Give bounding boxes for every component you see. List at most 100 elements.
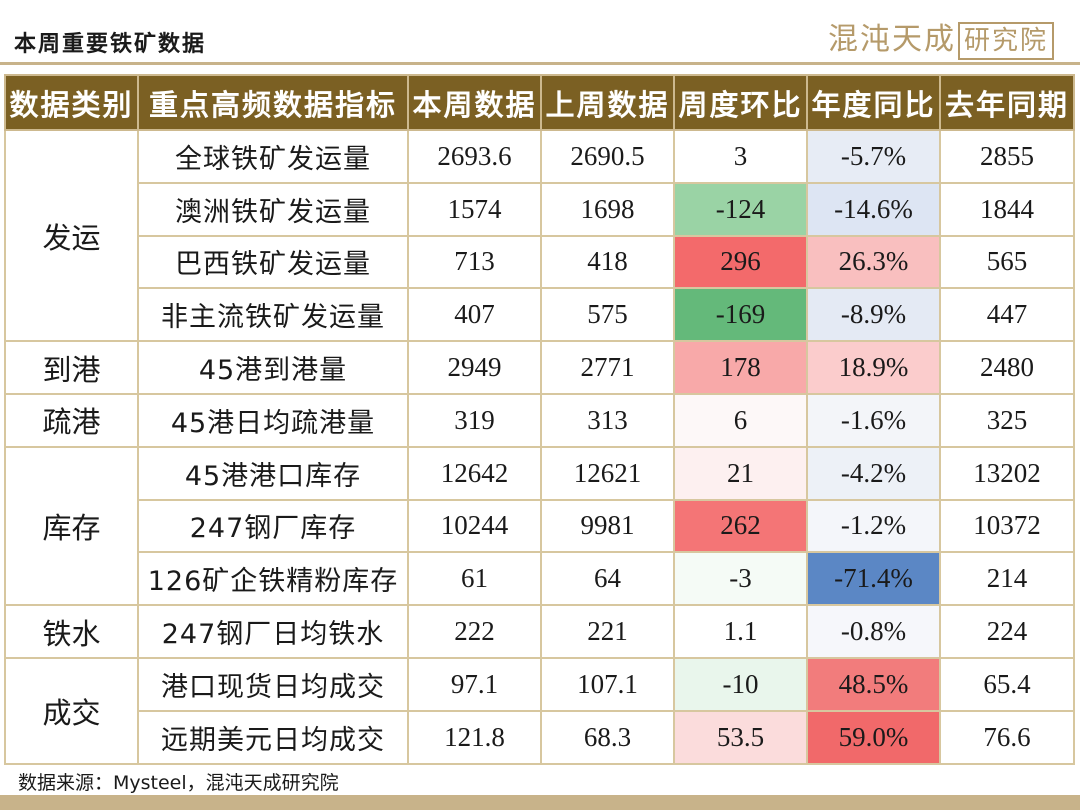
last-week-cell: 68.3 <box>540 709 675 765</box>
this-week-cell: 319 <box>407 392 542 448</box>
table-row: 到港 45港到港量 2949 2771 178 18.9% 2480 <box>4 340 1075 395</box>
page-title: 本周重要铁矿数据 <box>14 32 207 57</box>
indicator-cell: 非主流铁矿发运量 <box>137 287 409 343</box>
last-year-cell: 565 <box>939 234 1075 290</box>
this-week-cell: 12642 <box>407 445 542 501</box>
last-year-cell: 447 <box>939 287 1075 343</box>
column-header: 去年同期 <box>939 74 1075 131</box>
table-row: 非主流铁矿发运量 407 575 -169 -8.9% 447 <box>5 287 1075 343</box>
header-divider <box>0 62 1080 65</box>
indicator-cell: 远期美元日均成交 <box>137 709 409 765</box>
category-cell: 到港 <box>4 340 139 395</box>
this-week-cell: 61 <box>407 551 542 607</box>
last-year-cell: 76.6 <box>939 709 1075 765</box>
table-row: 成交 港口现货日均成交 97.1 107.1 -10 48.5% 65.4 <box>4 656 1075 765</box>
table-row: 远期美元日均成交 121.8 68.3 53.5 59.0% 76.6 <box>5 709 1075 765</box>
table-body: 发运 全球铁矿发运量 2693.6 2690.5 3 -5.7% 2855 澳洲铁矿发运量 15… <box>4 128 1075 765</box>
last-year-cell: 10372 <box>939 498 1075 554</box>
category-cell: 成交 <box>4 656 139 765</box>
wow-cell: 6 <box>673 392 808 448</box>
yoy-cell: 48.5% <box>806 656 941 712</box>
last-year-cell: 325 <box>939 392 1075 448</box>
yoy-cell: -0.8% <box>806 604 941 659</box>
last-year-cell: 65.4 <box>939 656 1075 712</box>
wow-cell: 21 <box>673 445 808 501</box>
yoy-cell: -8.9% <box>806 287 941 343</box>
wow-cell: 262 <box>673 498 808 554</box>
iron-ore-data-table: 数据类别 重点高频数据指标 本周数据 上周数据 周度环比 年度同比 去年同期 发运 全球铁矿发… <box>4 74 1075 765</box>
footer-bar <box>0 795 1080 810</box>
this-week-cell: 2949 <box>407 340 542 395</box>
indicator-cell: 247钢厂库存 <box>137 498 409 554</box>
table-row: 发运 全球铁矿发运量 2693.6 2690.5 3 -5.7% 2855 <box>4 128 1075 343</box>
indicator-cell: 澳洲铁矿发运量 <box>137 181 409 237</box>
last-week-cell: 2690.5 <box>540 129 675 184</box>
table-row: 澳洲铁矿发运量 1574 1698 -124 -14.6% 1844 <box>5 181 1075 237</box>
category-cell: 疏港 <box>4 392 139 448</box>
this-week-cell: 1574 <box>407 181 542 237</box>
logo-box-text: 研究院 <box>957 22 1054 60</box>
yoy-cell: -5.7% <box>806 129 941 184</box>
last-year-cell: 224 <box>939 604 1075 659</box>
category-cell: 铁水 <box>4 604 139 659</box>
column-header: 重点高频数据指标 <box>137 74 409 131</box>
wow-cell: 53.5 <box>673 709 808 765</box>
column-header: 数据类别 <box>4 74 139 131</box>
last-year-cell: 2855 <box>939 129 1075 184</box>
last-week-cell: 64 <box>540 551 675 607</box>
wow-cell: 296 <box>673 234 808 290</box>
last-year-cell: 2480 <box>939 340 1075 395</box>
yoy-cell: -71.4% <box>806 551 941 607</box>
wow-cell: 3 <box>673 129 808 184</box>
wow-cell: 1.1 <box>673 604 808 659</box>
this-week-cell: 121.8 <box>407 709 542 765</box>
category-cell: 库存 <box>4 445 139 607</box>
last-week-cell: 12621 <box>540 445 675 501</box>
table-row: 铁水 247钢厂日均铁水 222 221 1.1 -0.8% 224 <box>4 604 1075 659</box>
wow-cell: -169 <box>673 287 808 343</box>
column-header: 周度环比 <box>673 74 808 131</box>
last-week-cell: 1698 <box>540 181 675 237</box>
indicator-cell: 全球铁矿发运量 <box>137 129 409 184</box>
last-week-cell: 418 <box>540 234 675 290</box>
table-row: 247钢厂库存 10244 9981 262 -1.2% 10372 <box>5 498 1075 554</box>
table-row: 126矿企铁精粉库存 61 64 -3 -71.4% 214 <box>5 551 1075 607</box>
yoy-cell: -14.6% <box>806 181 941 237</box>
indicator-cell: 45港到港量 <box>137 340 409 395</box>
yoy-cell: 26.3% <box>806 234 941 290</box>
this-week-cell: 2693.6 <box>407 129 542 184</box>
source-note: 数据来源：Mysteel，混沌天成研究院 <box>18 772 339 794</box>
indicator-cell: 港口现货日均成交 <box>137 656 409 712</box>
last-week-cell: 107.1 <box>540 656 675 712</box>
this-week-cell: 10244 <box>407 498 542 554</box>
column-header: 本周数据 <box>407 74 542 131</box>
category-cell: 发运 <box>4 128 139 343</box>
wow-cell: -124 <box>673 181 808 237</box>
yoy-cell: 18.9% <box>806 340 941 395</box>
wow-cell: -3 <box>673 551 808 607</box>
indicator-cell: 45港日均疏港量 <box>137 392 409 448</box>
column-header: 年度同比 <box>806 74 941 131</box>
indicator-cell: 247钢厂日均铁水 <box>137 604 409 659</box>
this-week-cell: 222 <box>407 604 542 659</box>
yoy-cell: -1.6% <box>806 392 941 448</box>
wow-cell: 178 <box>673 340 808 395</box>
last-week-cell: 9981 <box>540 498 675 554</box>
yoy-cell: -4.2% <box>806 445 941 501</box>
table-row: 疏港 45港日均疏港量 319 313 6 -1.6% 325 <box>4 392 1075 448</box>
indicator-cell: 126矿企铁精粉库存 <box>137 551 409 607</box>
last-week-cell: 575 <box>540 287 675 343</box>
last-week-cell: 2771 <box>540 340 675 395</box>
last-year-cell: 1844 <box>939 181 1075 237</box>
brand-logo: 混沌天成 研究院 <box>828 14 1054 60</box>
this-week-cell: 713 <box>407 234 542 290</box>
last-year-cell: 214 <box>939 551 1075 607</box>
table-row: 巴西铁矿发运量 713 418 296 26.3% 565 <box>5 234 1075 290</box>
indicator-cell: 45港港口库存 <box>137 445 409 501</box>
last-week-cell: 221 <box>540 604 675 659</box>
last-week-cell: 313 <box>540 392 675 448</box>
this-week-cell: 97.1 <box>407 656 542 712</box>
column-header: 上周数据 <box>540 74 675 131</box>
logo-text: 混沌天成 <box>827 22 956 57</box>
yoy-cell: -1.2% <box>806 498 941 554</box>
